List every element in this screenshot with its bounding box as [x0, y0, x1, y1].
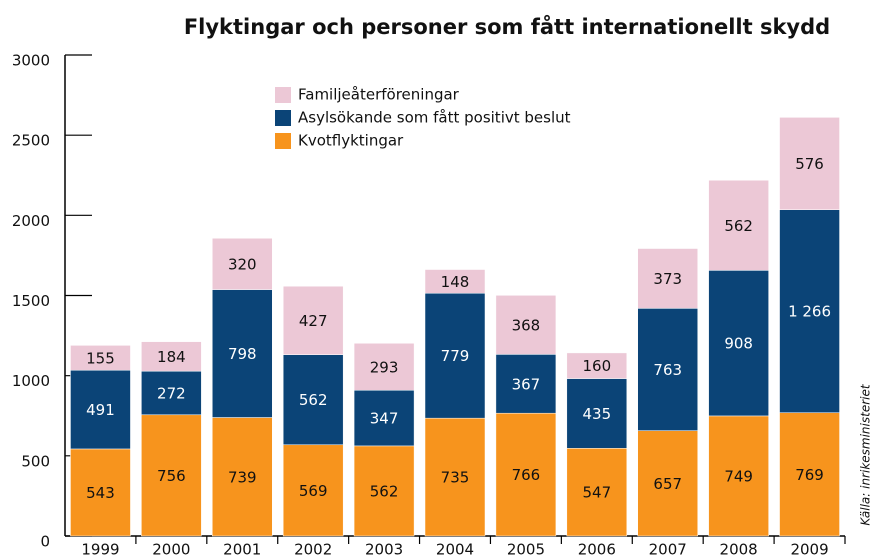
value-label: 576: [795, 155, 824, 173]
value-label: 155: [86, 349, 115, 367]
value-label: 562: [370, 482, 399, 500]
value-label: 148: [441, 273, 470, 291]
bar-segment: [779, 209, 840, 413]
x-tick-label: 2000: [152, 541, 190, 556]
y-tick-label: 2000: [12, 212, 50, 230]
bar-segment: [566, 352, 628, 379]
bar-segment: [424, 293, 486, 419]
legend-swatch: [275, 133, 291, 149]
x-tick-label: 2003: [365, 541, 403, 556]
value-label: 779: [441, 347, 470, 365]
bar-segment: [637, 308, 698, 431]
bar-segment: [212, 238, 273, 290]
bar-segment: [353, 343, 415, 391]
bar-segment: [141, 414, 202, 537]
bar-segment: [141, 341, 202, 372]
bar-segment: [70, 345, 131, 371]
value-label: 749: [724, 467, 753, 485]
y-tick-label: 1500: [12, 292, 50, 310]
value-label: 367: [512, 375, 541, 393]
bar-segment: [708, 415, 769, 537]
x-tick-label: 2009: [790, 541, 828, 556]
legend-label: Asylsökande som fått positivt beslut: [298, 109, 571, 127]
value-label: 373: [653, 270, 682, 288]
x-tick-label: 2007: [649, 541, 687, 556]
y-tick-label: 500: [21, 452, 50, 470]
bar-segment: [779, 412, 840, 537]
value-label: 657: [653, 475, 682, 493]
x-tick-label: 1999: [81, 541, 119, 556]
value-label: 547: [582, 484, 611, 502]
bar-segment: [566, 448, 628, 537]
bar-segment: [779, 117, 840, 210]
legend-label: Familjeåterföreningar: [298, 86, 460, 104]
value-label: 756: [157, 467, 186, 485]
bar-segment: [708, 270, 769, 417]
bar-segment: [424, 417, 486, 537]
bar-segment: [353, 445, 415, 537]
value-label: 1 266: [788, 303, 831, 321]
y-tick-label: 0: [40, 533, 50, 551]
value-label: 766: [512, 466, 541, 484]
bar-segment: [70, 369, 131, 450]
bar-segment: [353, 390, 415, 447]
legend-swatch: [275, 110, 291, 126]
bar-segment: [282, 354, 344, 446]
bar-segment: [495, 412, 557, 537]
x-tick-label: 2006: [578, 541, 616, 556]
legend-label: Kvotflyktingar: [298, 132, 404, 150]
bar-segment: [424, 269, 486, 294]
bar-segment: [495, 295, 557, 355]
bar-segment: [70, 448, 131, 537]
bar-segment: [282, 285, 344, 355]
value-label: 427: [299, 312, 328, 330]
y-tick-label: 2500: [12, 132, 50, 150]
bar-segment: [495, 354, 557, 414]
value-label: 320: [228, 255, 257, 273]
value-label: 435: [582, 405, 611, 423]
bar-segment: [708, 179, 769, 271]
bar-segment: [141, 370, 202, 416]
value-label: 735: [441, 469, 470, 487]
y-tick-label: 1000: [12, 372, 50, 390]
bar-segment: [637, 248, 698, 309]
value-label: 739: [228, 468, 257, 486]
x-tick-label: 2004: [436, 541, 474, 556]
x-tick-label: 2001: [223, 541, 261, 556]
value-label: 769: [795, 466, 824, 484]
value-label: 293: [370, 358, 399, 376]
y-tick-label: 3000: [12, 52, 50, 70]
value-label: 347: [370, 410, 399, 428]
bar-segment: [637, 430, 698, 537]
bar-segment: [212, 417, 273, 537]
value-label: 569: [299, 482, 328, 500]
source: Källa: inrikesministeriet: [859, 383, 873, 525]
value-label: 562: [299, 391, 328, 409]
chart-title: Flyktingar och personer som fått interna…: [184, 14, 830, 39]
value-label: 562: [724, 217, 753, 235]
value-label: 798: [228, 345, 257, 363]
legend-swatch: [275, 87, 291, 103]
value-label: 184: [157, 348, 186, 366]
x-tick-label: 2008: [720, 541, 758, 556]
value-label: 763: [653, 361, 682, 379]
x-tick-label: 2005: [507, 541, 545, 556]
bar-segment: [566, 378, 628, 449]
value-label: 368: [512, 316, 541, 334]
value-label: 908: [724, 335, 753, 353]
x-tick-label: 2002: [294, 541, 332, 556]
value-label: 160: [582, 357, 611, 375]
value-label: 491: [86, 401, 115, 419]
bar-segment: [212, 289, 273, 418]
value-label: 543: [86, 484, 115, 502]
value-label: 272: [157, 384, 186, 402]
bar-segment: [282, 444, 344, 537]
